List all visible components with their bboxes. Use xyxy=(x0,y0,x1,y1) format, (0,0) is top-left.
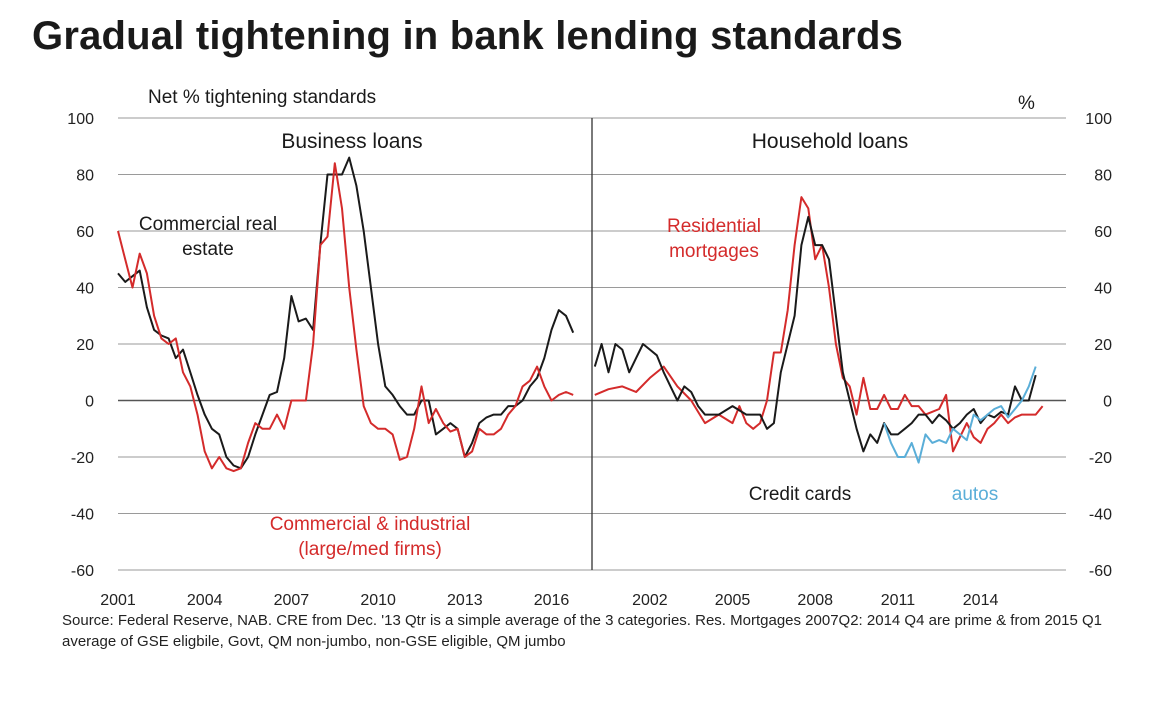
x-tick-label: 2007 xyxy=(274,592,310,609)
series-label: Commercial real xyxy=(139,214,277,235)
y-tick-label-left: 60 xyxy=(76,224,94,241)
series-line xyxy=(117,162,574,473)
chart: 100 100 80 80 60 60 40 40 20 20 0 0 -20 -20 -40 -40 -60 -… xyxy=(67,87,1112,609)
series-label: estate xyxy=(182,239,234,260)
chart-title: Gradual tightening in bank lending stand… xyxy=(32,14,904,58)
series-line xyxy=(883,366,1037,464)
panel-title: Business loans xyxy=(281,130,422,153)
x-tick-label: 2011 xyxy=(881,592,916,609)
panel-title: Household loans xyxy=(752,130,908,153)
series-label: mortgages xyxy=(669,241,759,262)
x-tick-label: 2014 xyxy=(963,592,999,609)
y-tick-label-right: -20 xyxy=(1089,450,1112,467)
y-tick-label-right: 0 xyxy=(1103,394,1112,411)
y-tick-label-left: 0 xyxy=(85,394,94,411)
x-tick-label: 2010 xyxy=(360,592,396,609)
series-label: (large/med firms) xyxy=(298,539,442,560)
source-note: Source: Federal Reserve, NAB. CRE from D… xyxy=(62,612,1103,650)
y-tick-label-left: 20 xyxy=(76,337,94,354)
series-label: Commercial & industrial xyxy=(270,514,471,535)
y-tick-label-left: -20 xyxy=(71,450,94,467)
y-tick-label-right: -60 xyxy=(1089,563,1112,580)
y-tick-label-left: 40 xyxy=(76,281,94,298)
y-tick-label-right: 100 xyxy=(1085,111,1112,128)
x-tick-label: 2016 xyxy=(534,592,570,609)
y-tick-label-right: 80 xyxy=(1094,168,1112,185)
series-label: autos xyxy=(952,484,998,505)
series-label: Residential xyxy=(667,216,761,237)
y-tick-label-right: -40 xyxy=(1089,507,1112,524)
y-tick-label-left: 100 xyxy=(67,111,94,128)
y-tick-label-right: 40 xyxy=(1094,281,1112,298)
x-tick-label: 2004 xyxy=(187,592,223,609)
series-label: Credit cards xyxy=(749,484,851,505)
y-tick-label-left: 80 xyxy=(76,168,94,185)
right-axis-unit: % xyxy=(1018,93,1035,114)
chart-text: 100 100 80 80 60 60 40 40 20 20 0 0 -20 -20 -40 -40 -60 -… xyxy=(67,87,1112,609)
y-tick-label-left: -40 xyxy=(71,507,94,524)
series-line xyxy=(117,156,575,470)
series-line xyxy=(593,215,1037,453)
gridlines xyxy=(118,117,1066,571)
y-tick-label-left: -60 xyxy=(71,563,94,580)
y-tick-label-right: 20 xyxy=(1094,337,1112,354)
y-axis-label: Net % tightening standards xyxy=(148,87,376,108)
series-lines xyxy=(117,156,1044,473)
x-tick-label: 2001 xyxy=(100,592,136,609)
x-tick-label: 2013 xyxy=(447,592,483,609)
x-tick-label: 2005 xyxy=(715,592,751,609)
x-tick-label: 2002 xyxy=(632,592,668,609)
x-tick-label: 2008 xyxy=(797,592,833,609)
series-line xyxy=(594,196,1044,453)
y-tick-label-right: 60 xyxy=(1094,224,1112,241)
